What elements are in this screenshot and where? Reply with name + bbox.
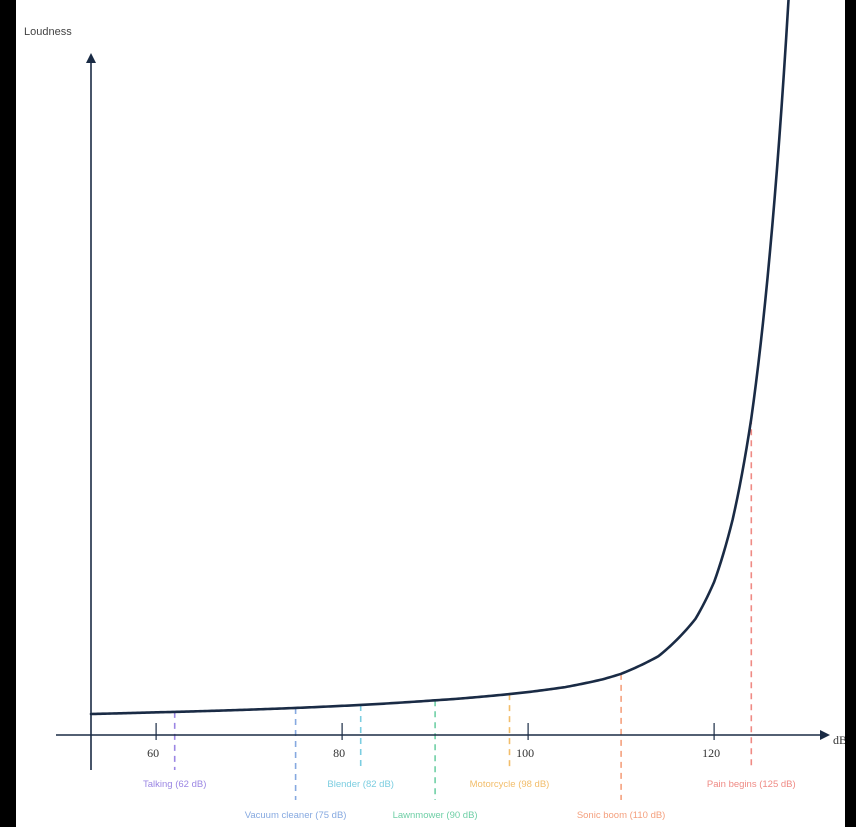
chart-canvas: Loudness dB 60 80 100 120 Talking (62 dB) Va… xyxy=(16,0,845,827)
x-ticks: 60 80 100 120 xyxy=(147,723,720,760)
reference-label-5: Sonic boom (110 dB) xyxy=(577,810,666,821)
reference-label-6: Pain begins (125 dB) xyxy=(707,779,796,790)
x-tick-label-60: 60 xyxy=(147,746,159,760)
reference-lines xyxy=(173,418,753,800)
loudness-chart: Loudness dB 60 80 100 120 Talking (62 dB) Va… xyxy=(24,0,845,821)
reference-label-4: Motorcycle (98 dB) xyxy=(470,779,550,790)
x-tick-label-100: 100 xyxy=(516,746,534,760)
x-axis-title: dB xyxy=(833,733,845,747)
x-tick-label-80: 80 xyxy=(333,746,345,760)
axes: Loudness dB xyxy=(24,26,845,770)
x-tick-label-120: 120 xyxy=(702,746,720,760)
reference-label-2: Blender (82 dB) xyxy=(327,779,394,790)
reference-label-3: Lawnmower (90 dB) xyxy=(393,810,478,821)
reference-label-1: Vacuum cleaner (75 dB) xyxy=(245,810,347,821)
reference-label-0: Talking (62 dB) xyxy=(143,779,206,790)
loudness-curve xyxy=(89,0,790,716)
reference-labels: Talking (62 dB) Vacuum cleaner (75 dB) Ble… xyxy=(143,779,796,821)
y-axis-title: Loudness xyxy=(24,26,72,38)
